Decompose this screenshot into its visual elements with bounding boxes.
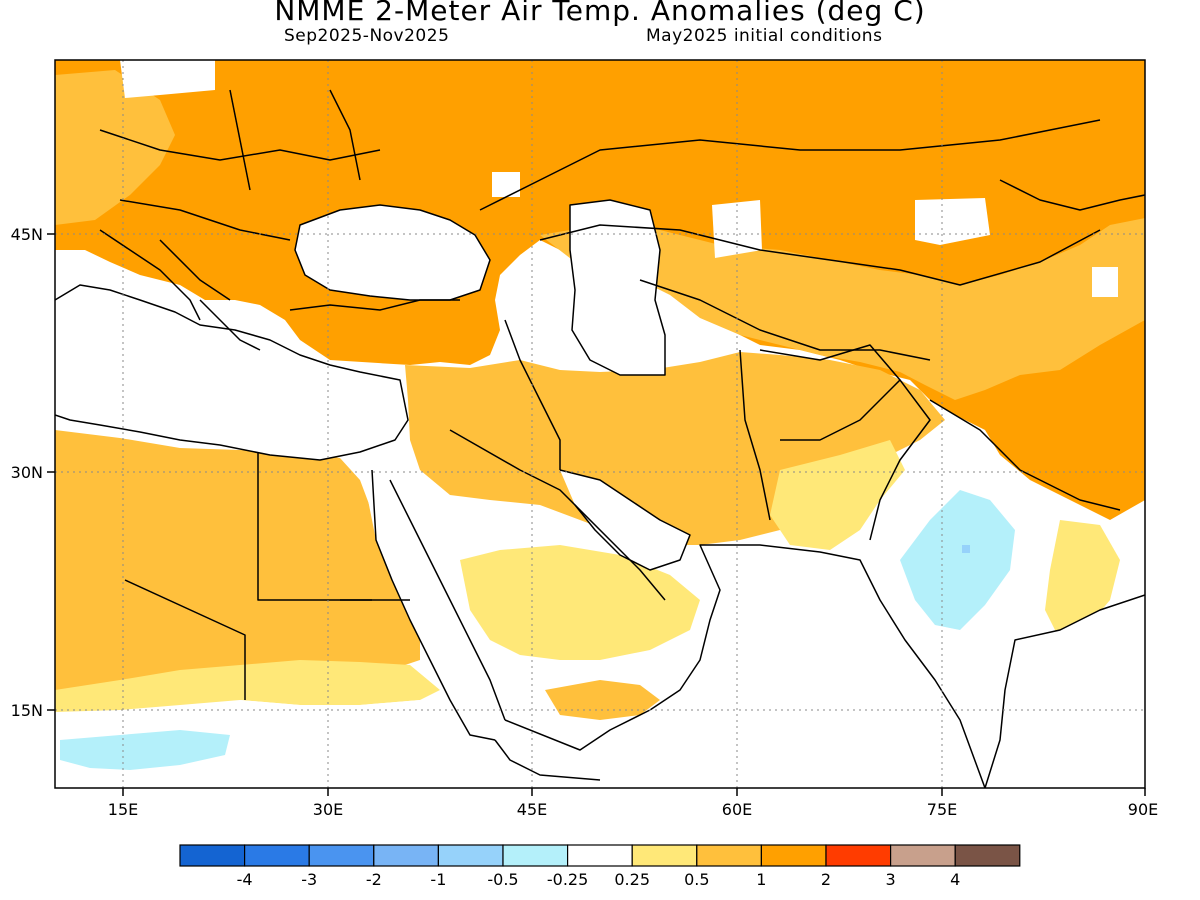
- black-sea: [295, 205, 490, 300]
- colorbar-swatch: [308, 844, 375, 867]
- colorbar-swatch: [631, 844, 698, 867]
- border-europe-2: [119, 199, 291, 241]
- colorbar-label: -2: [366, 870, 382, 889]
- colorbar-label: -1: [430, 870, 446, 889]
- border-kazakhstan: [539, 224, 1101, 286]
- colorbar-swatch: [244, 844, 310, 867]
- map-frame: [54, 59, 1146, 789]
- colorbar-swatch: [179, 844, 246, 867]
- border-europe-3: [159, 239, 231, 301]
- colorbar-label: -0.25: [547, 870, 588, 889]
- africa-south-white: [230, 700, 470, 788]
- anomaly-region-cool-africa: [60, 730, 230, 770]
- x-axis-labels: 15E 30E 45E 60E 75E 90E: [108, 800, 1158, 819]
- map-title: NMME 2-Meter Air Temp. Anomalies (deg C): [274, 0, 926, 27]
- axis-ticks: [47, 233, 1146, 796]
- caspian-sea: [570, 200, 665, 375]
- arabian-sea-coast: [504, 544, 986, 788]
- y-tick-label: 30N: [11, 463, 43, 482]
- border-pakistan-india: [869, 379, 931, 541]
- sea-mask: [55, 60, 1145, 788]
- border-himalaya: [929, 399, 1121, 511]
- anomaly-cell-cool-india: [962, 545, 970, 553]
- border-iran-east: [739, 349, 771, 521]
- red-sea-coast-east: [389, 479, 506, 721]
- x-tick-label: 30E: [313, 800, 343, 819]
- y-axis-labels: 45N 30N 15N: [11, 225, 43, 720]
- anomaly-region-cool-india: [900, 490, 1015, 630]
- coastlines-and-borders: [55, 89, 1145, 788]
- colorbar-swatch: [566, 844, 633, 867]
- border-russia-south: [479, 119, 1101, 211]
- gulf-coast: [559, 469, 691, 571]
- y-tick-label: 45N: [11, 225, 43, 244]
- x-tick-label: 60E: [722, 800, 752, 819]
- mediterranean-coast: [55, 284, 409, 461]
- colorbar-swatch: [760, 844, 827, 867]
- india-east-coast: [984, 594, 1145, 788]
- bay-of-bengal: [1000, 595, 1145, 788]
- arabian-sea-and-bay: [560, 545, 985, 788]
- border-algeria-libya: [124, 579, 246, 700]
- colorbar-swatch: [696, 844, 762, 867]
- mediterranean-sea: [55, 285, 408, 460]
- colorbar-swatch: [373, 844, 439, 867]
- colorbar-swatch: [889, 844, 956, 867]
- colorbar-label: 0.25: [614, 870, 650, 889]
- caspian-coast: [569, 199, 666, 376]
- x-tick-label: 90E: [1128, 800, 1158, 819]
- anomaly-region-0.5-to-1-europe: [55, 70, 175, 225]
- border-europe-1: [99, 129, 381, 161]
- colorbar-label: -0.5: [487, 870, 518, 889]
- colorbar-label: 0.5: [684, 870, 709, 889]
- lake-patch-east: [915, 198, 990, 245]
- x-tick-label: 75E: [927, 800, 957, 819]
- anomaly-region-0.25-to-0.5-arabia: [460, 545, 700, 660]
- anomaly-region-0.5-to-1-central-asia: [540, 218, 1145, 400]
- anomaly-region-0.5-to-1-north-africa: [55, 430, 420, 698]
- lake-patch-small: [1092, 267, 1118, 297]
- turkey-coast: [289, 299, 460, 311]
- arctic-white-patch: [120, 60, 215, 98]
- map-area: [55, 60, 1145, 788]
- border-iran-iraq: [504, 319, 561, 470]
- border-europe-5: [329, 89, 361, 181]
- greece-coast: [199, 299, 261, 351]
- colorbar-label: -3: [301, 870, 317, 889]
- x-tick-label: 15E: [108, 800, 138, 819]
- red-sea: [368, 470, 505, 740]
- anomaly-region-0.25-to-0.5-sahel: [55, 660, 440, 712]
- colorbar-swatch: [954, 844, 1021, 867]
- lake-patch-north: [492, 172, 520, 197]
- red-sea-coast-west: [371, 469, 496, 741]
- persian-gulf: [560, 470, 690, 570]
- anomaly-region-0.25-to-0.5-pakistan: [770, 440, 905, 550]
- border-saudi: [449, 429, 666, 601]
- colorbar-label: 4: [950, 870, 960, 889]
- black-sea-coast: [294, 204, 491, 301]
- border-mongolia-china: [999, 179, 1145, 211]
- colorbar-label: 2: [821, 870, 831, 889]
- graticule: [55, 60, 1145, 788]
- colorbar-label: -4: [237, 870, 253, 889]
- x-tick-label: 45E: [517, 800, 547, 819]
- colorbar-swatch: [502, 844, 569, 867]
- colorbar-swatch: [825, 844, 892, 867]
- italy-coast: [99, 229, 201, 321]
- colorbar-label: 1: [756, 870, 766, 889]
- y-tick-label: 15N: [11, 701, 43, 720]
- colorbar: -4 -3 -2 -1 -0.5 -0.25 0.25 0.5 1 2 3 4: [179, 844, 1021, 889]
- border-central-asia: [639, 279, 931, 361]
- africa-horn-coast: [494, 739, 601, 781]
- forecast-period: Sep2025-Nov2025: [284, 26, 450, 46]
- colorbar-swatch: [437, 844, 504, 867]
- colorbar-label: 3: [886, 870, 896, 889]
- initial-conditions: May2025 initial conditions: [646, 26, 883, 46]
- border-europe-4: [229, 89, 251, 191]
